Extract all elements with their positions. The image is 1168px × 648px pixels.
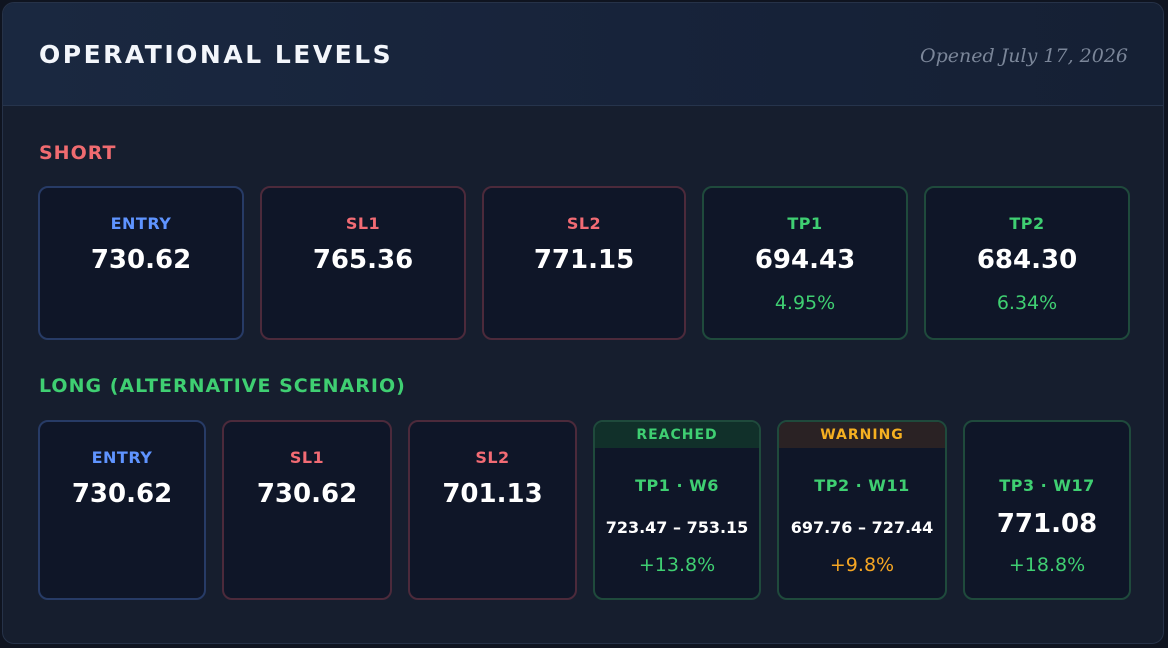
card-percent: +18.8% bbox=[1008, 554, 1086, 576]
card-percent: +9.8% bbox=[829, 554, 895, 576]
short-sl2-card: SL2 771.15 bbox=[482, 186, 686, 340]
card-label: TP2 bbox=[1009, 214, 1045, 233]
panel-header: OPERATIONAL LEVELS Opened July 17, 2026 bbox=[3, 3, 1163, 106]
card-value: 771.15 bbox=[533, 245, 635, 275]
short-section-label: SHORT bbox=[39, 142, 117, 164]
short-tp2-card: TP2 684.30 6.34% bbox=[924, 186, 1130, 340]
short-tp1-card: TP1 694.43 4.95% bbox=[702, 186, 908, 340]
long-tp3-card: TP3 · W17 771.08 +18.8% bbox=[963, 420, 1131, 600]
panel-title: OPERATIONAL LEVELS bbox=[39, 40, 394, 69]
long-tp2-card: WARNING TP2 · W11 697.76 – 727.44 +9.8% bbox=[777, 420, 947, 600]
short-sl1-card: SL1 765.36 bbox=[260, 186, 466, 340]
card-label: TP2 · W11 bbox=[814, 476, 910, 495]
long-entry-card: ENTRY 730.62 bbox=[38, 420, 206, 600]
card-label: ENTRY bbox=[110, 214, 172, 233]
card-percent: 6.34% bbox=[996, 292, 1058, 314]
card-value: 684.30 bbox=[976, 245, 1078, 275]
card-value: 701.13 bbox=[442, 479, 543, 509]
card-label: TP1 · W6 bbox=[635, 476, 719, 495]
card-percent: 4.95% bbox=[774, 292, 836, 314]
reached-status-badge: REACHED bbox=[595, 422, 759, 448]
long-sl1-card: SL1 730.62 bbox=[222, 420, 392, 600]
card-label: TP1 bbox=[787, 214, 823, 233]
card-value: 730.62 bbox=[90, 245, 192, 275]
card-label: SL2 bbox=[566, 214, 602, 233]
card-label: SL2 bbox=[475, 448, 510, 467]
card-label: SL1 bbox=[289, 448, 325, 467]
warning-status-badge: WARNING bbox=[779, 422, 945, 448]
card-value: 730.62 bbox=[256, 479, 358, 509]
card-percent: +13.8% bbox=[638, 554, 716, 576]
opened-date: Opened July 17, 2026 bbox=[920, 45, 1128, 67]
card-range: 723.47 – 753.15 bbox=[605, 518, 749, 537]
card-label: SL1 bbox=[345, 214, 381, 233]
card-value: 765.36 bbox=[312, 245, 414, 275]
card-range: 697.76 – 727.44 bbox=[790, 518, 934, 537]
card-value: 730.62 bbox=[71, 479, 173, 509]
card-label: TP3 · W17 bbox=[999, 476, 1095, 495]
card-value: 694.43 bbox=[754, 245, 856, 275]
short-entry-card: ENTRY 730.62 bbox=[38, 186, 244, 340]
long-tp1-card: REACHED TP1 · W6 723.47 – 753.15 +13.8% bbox=[593, 420, 761, 600]
long-section-label: LONG (ALTERNATIVE SCENARIO) bbox=[39, 375, 406, 397]
card-value: 771.08 bbox=[996, 509, 1098, 539]
card-label: ENTRY bbox=[91, 448, 153, 467]
long-sl2-card: SL2 701.13 bbox=[408, 420, 577, 600]
